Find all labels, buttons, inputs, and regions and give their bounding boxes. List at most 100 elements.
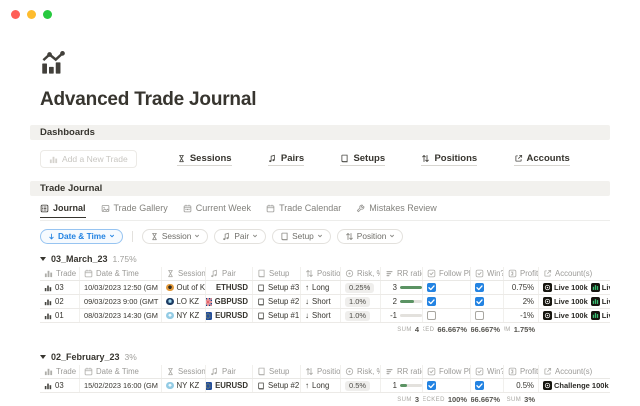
cell-follow[interactable] — [423, 295, 471, 308]
column-header-date-time[interactable]: Date & Time — [80, 365, 162, 378]
group-toggle-icon[interactable] — [40, 256, 46, 261]
group-header[interactable]: 03_March_23 1.75% — [40, 253, 610, 264]
summary-win[interactable]: 66.667% — [471, 323, 504, 336]
summary-rr[interactable]: SUM 4 — [381, 323, 423, 336]
cell-trade[interactable]: 03 — [40, 281, 80, 294]
column-header-pair[interactable]: Pair — [206, 267, 253, 280]
column-header-risk[interactable]: Risk, % — [341, 365, 381, 378]
column-header-risk[interactable]: Risk, % — [341, 267, 381, 280]
dashboard-link-accounts[interactable]: Accounts — [513, 153, 570, 166]
column-header-follow-plan[interactable]: Follow Plan — [423, 365, 471, 378]
follow-plan-checkbox[interactable] — [427, 381, 436, 390]
follow-plan-checkbox[interactable] — [427, 283, 436, 292]
summary-follow[interactable]: CHECKED66.667% — [423, 323, 471, 336]
cell-profit[interactable]: -1% — [504, 309, 539, 322]
column-header-follow-plan[interactable]: Follow Plan — [423, 267, 471, 280]
tab-trade-gallery[interactable]: Trade Gallery — [101, 203, 168, 217]
cell-pair[interactable]: EURUSD — [206, 379, 253, 392]
cell-accounts[interactable]: Live 100k Live — [539, 295, 610, 308]
column-header-rr-ratio[interactable]: RR ratio — [381, 267, 423, 280]
window-zoom-button[interactable] — [43, 10, 52, 19]
cell-pair[interactable]: EURUSD — [206, 309, 253, 322]
column-header-win[interactable]: Win? — [471, 267, 504, 280]
cell-accounts[interactable]: Live 100k Live — [539, 281, 610, 294]
cell-position[interactable]: ↓ Short — [301, 295, 341, 308]
account-chip-live[interactable]: Live — [590, 311, 610, 320]
column-header-trade[interactable]: Trade — [40, 365, 80, 378]
cell-date[interactable]: 09/03/2023 9:00 (GMT — [80, 295, 162, 308]
column-header-account-s[interactable]: Account(s) — [539, 267, 610, 280]
account-chip-live-100k[interactable]: Live 100k — [543, 297, 588, 306]
cell-trade[interactable]: 01 — [40, 309, 80, 322]
cell-win[interactable] — [471, 295, 504, 308]
cell-profit[interactable]: 0.75% — [504, 281, 539, 294]
account-chip-live-100k[interactable]: Live 100k — [543, 311, 588, 320]
account-chip-live[interactable]: Live — [590, 283, 610, 292]
cell-rr[interactable]: 2 — [381, 295, 423, 308]
win-checkbox[interactable] — [475, 381, 484, 390]
account-chip-live-100k[interactable]: Live 100k — [543, 283, 588, 292]
cell-risk[interactable]: 0.5% — [341, 379, 381, 392]
add-new-trade-button[interactable]: Add a New Trade — [40, 150, 137, 168]
column-header-rr-ratio[interactable]: RR ratio — [381, 365, 423, 378]
cell-date[interactable]: 15/02/2023 16:00 (GM — [80, 379, 162, 392]
cell-pair[interactable]: GBPUSD — [206, 295, 253, 308]
cell-session[interactable]: LO KZ — [162, 295, 206, 308]
win-checkbox[interactable] — [475, 311, 484, 320]
cell-win[interactable] — [471, 309, 504, 322]
cell-session[interactable]: NY KZ — [162, 379, 206, 392]
column-header-session[interactable]: Session — [162, 267, 206, 280]
column-header-trade[interactable]: Trade — [40, 267, 80, 280]
column-header-profit[interactable]: Profit — [504, 267, 539, 280]
cell-win[interactable] — [471, 379, 504, 392]
follow-plan-checkbox[interactable] — [427, 297, 436, 306]
column-header-date-time[interactable]: Date & Time — [80, 267, 162, 280]
win-checkbox[interactable] — [475, 283, 484, 292]
cell-risk[interactable]: 1.0% — [341, 295, 381, 308]
filter-pill-session[interactable]: Session — [141, 228, 209, 244]
cell-follow[interactable] — [423, 281, 471, 294]
account-chip-challenge-100k[interactable]: Challenge 100k — [543, 381, 609, 390]
cell-risk[interactable]: 1.0% — [341, 309, 381, 322]
cell-accounts[interactable]: Challenge 100k — [539, 379, 610, 392]
cell-position[interactable]: ↓ Short — [301, 309, 341, 322]
filter-pill-setup[interactable]: Setup — [272, 228, 331, 244]
cell-setup[interactable]: Setup #2 — [253, 295, 301, 308]
column-header-position[interactable]: Position — [301, 267, 341, 280]
cell-risk[interactable]: 0.25% — [341, 281, 381, 294]
cell-session[interactable]: Out of KZ — [162, 281, 206, 294]
win-checkbox[interactable] — [475, 297, 484, 306]
tab-mistakes-review[interactable]: Mistakes Review — [356, 203, 437, 217]
dashboard-link-pairs[interactable]: Pairs — [267, 153, 305, 166]
cell-rr[interactable]: 1 — [381, 379, 423, 392]
cell-position[interactable]: ↑ Long — [301, 379, 341, 392]
cell-setup[interactable]: Setup #3 — [253, 281, 301, 294]
filter-pill-position[interactable]: Position — [336, 228, 404, 244]
tab-journal[interactable]: Journal — [40, 203, 86, 218]
cell-profit[interactable]: 0.5% — [504, 379, 539, 392]
cell-rr[interactable]: -1 — [381, 309, 423, 322]
column-header-setup[interactable]: Setup — [253, 365, 301, 378]
window-close-button[interactable] — [11, 10, 20, 19]
group-toggle-icon[interactable] — [40, 354, 46, 359]
cell-setup[interactable]: Setup #2 — [253, 379, 301, 392]
cell-follow[interactable] — [423, 309, 471, 322]
column-header-pair[interactable]: Pair — [206, 365, 253, 378]
cell-win[interactable] — [471, 281, 504, 294]
follow-plan-checkbox[interactable] — [427, 311, 436, 320]
filter-pill-pair[interactable]: Pair — [214, 228, 267, 244]
column-header-win[interactable]: Win? — [471, 365, 504, 378]
column-header-profit[interactable]: Profit — [504, 365, 539, 378]
cell-follow[interactable] — [423, 379, 471, 392]
cell-accounts[interactable]: Live 100k Live — [539, 309, 610, 322]
cell-date[interactable]: 10/03/2023 12:50 (GM — [80, 281, 162, 294]
summary-profit[interactable]: SUM1.75% — [504, 323, 539, 336]
column-header-account-s[interactable]: Account(s) — [539, 365, 610, 378]
cell-date[interactable]: 08/03/2023 14:30 (GM — [80, 309, 162, 322]
cell-position[interactable]: ↑ Long — [301, 281, 341, 294]
account-chip-live[interactable]: Live — [590, 297, 610, 306]
group-header[interactable]: 02_February_23 3% — [40, 351, 610, 362]
cell-profit[interactable]: 2% — [504, 295, 539, 308]
column-header-position[interactable]: Position — [301, 365, 341, 378]
column-header-setup[interactable]: Setup — [253, 267, 301, 280]
